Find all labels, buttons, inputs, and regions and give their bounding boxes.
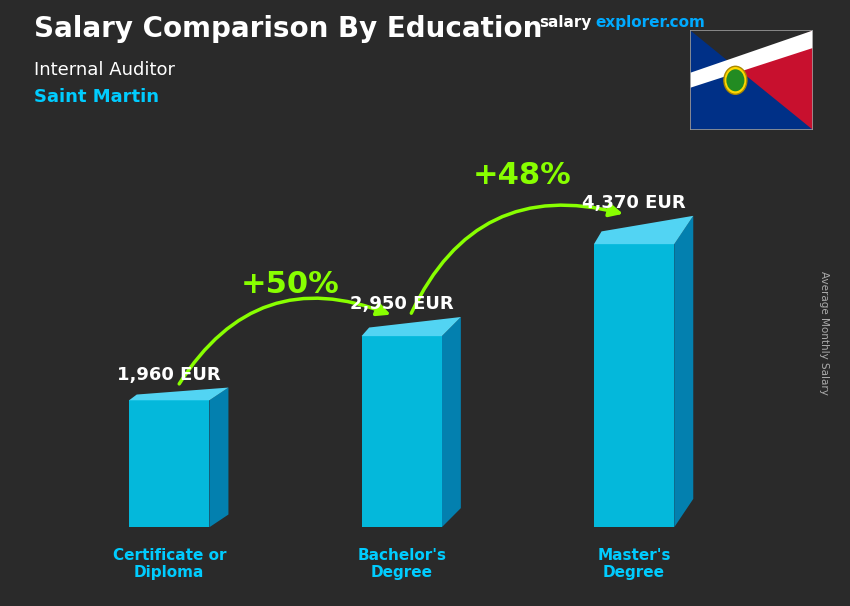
Polygon shape [209, 388, 229, 527]
Text: +48%: +48% [473, 161, 571, 190]
Text: explorer: explorer [595, 15, 667, 30]
Polygon shape [361, 317, 461, 336]
Polygon shape [690, 30, 813, 88]
Bar [129, 400, 209, 527]
Bar [594, 244, 674, 527]
Polygon shape [674, 216, 694, 527]
Circle shape [727, 69, 745, 92]
Polygon shape [442, 317, 461, 527]
Circle shape [724, 66, 747, 95]
Polygon shape [690, 30, 813, 130]
Text: +50%: +50% [241, 270, 339, 299]
Text: Certificate or
Diploma: Certificate or Diploma [112, 548, 226, 581]
Text: Bachelor's
Degree: Bachelor's Degree [357, 548, 446, 581]
Polygon shape [594, 216, 694, 244]
Bar [361, 336, 442, 527]
Text: 1,960 EUR: 1,960 EUR [117, 365, 221, 384]
Text: Internal Auditor: Internal Auditor [34, 61, 175, 79]
Text: .com: .com [665, 15, 706, 30]
Text: 4,370 EUR: 4,370 EUR [582, 194, 686, 212]
Polygon shape [690, 30, 813, 130]
Text: salary: salary [540, 15, 592, 30]
Text: Salary Comparison By Education: Salary Comparison By Education [34, 15, 542, 43]
Text: Average Monthly Salary: Average Monthly Salary [819, 271, 829, 395]
Text: Master's
Degree: Master's Degree [598, 548, 671, 581]
Text: 2,950 EUR: 2,950 EUR [350, 295, 454, 313]
Polygon shape [129, 388, 229, 400]
Text: Saint Martin: Saint Martin [34, 88, 159, 106]
